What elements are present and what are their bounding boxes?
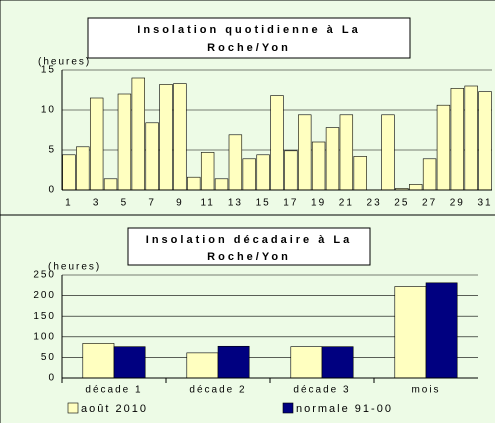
x-tick-label: 19 [311, 198, 326, 209]
x-tick-label: mois [411, 385, 440, 396]
bar [159, 84, 173, 191]
x-tick-label: 9 [176, 198, 184, 209]
bar [321, 346, 354, 379]
x-tick-label: 15 [256, 198, 271, 209]
y-tick-label: 0 [48, 373, 56, 384]
chart-title: Insolation décadaire à La Roche/Yon [146, 234, 352, 263]
bar [256, 154, 270, 191]
x-tick-label: 31 [478, 198, 493, 209]
title-box [127, 227, 371, 266]
bar [89, 97, 104, 191]
x-tick-label: 5 [121, 198, 129, 209]
bar [381, 114, 395, 191]
x-tick-label: 21 [339, 198, 354, 209]
bar [284, 150, 298, 191]
bar [425, 282, 458, 379]
y-tick-label: 50 [41, 352, 56, 363]
bar [117, 93, 132, 191]
y-tick-label: 15 [41, 65, 56, 76]
bar [217, 345, 250, 379]
bar [214, 178, 229, 191]
y-tick-label: 0 [48, 185, 56, 196]
x-tick-label: 23 [367, 198, 382, 209]
x-tick-label: 3 [93, 198, 101, 209]
y-tick-label: 250 [33, 270, 56, 281]
x-tick-label: décade 3 [293, 385, 350, 396]
legend-label: août 2010 [81, 403, 148, 415]
x-tick-label: 1 [65, 198, 73, 209]
y-tick-label: 150 [33, 311, 56, 322]
bar [228, 134, 243, 191]
bar [298, 114, 312, 191]
bar [464, 85, 478, 191]
legend-label: normale 91-00 [296, 403, 393, 415]
bar [242, 158, 256, 191]
legend-swatch [282, 402, 294, 414]
bar [450, 88, 465, 191]
bar [353, 156, 367, 191]
bar [339, 114, 354, 191]
x-tick-label: décade 2 [189, 385, 246, 396]
bar [422, 158, 437, 191]
bar [131, 77, 145, 191]
bar [270, 95, 284, 191]
legend-swatch [67, 402, 79, 414]
x-tick-label: 27 [422, 198, 437, 209]
y-tick-label: 200 [33, 290, 56, 301]
bar [76, 146, 90, 191]
x-tick-label: 25 [394, 198, 409, 209]
bar [173, 83, 187, 191]
bar [82, 343, 115, 379]
x-tick-label: 11 [200, 198, 214, 209]
bar [62, 154, 76, 191]
x-tick-label: 7 [148, 198, 156, 209]
x-tick-label: 29 [450, 198, 465, 209]
title-box [87, 17, 411, 59]
bar [103, 178, 118, 191]
bar [200, 152, 215, 191]
bar [113, 346, 146, 379]
bar [478, 91, 492, 191]
bar [436, 104, 451, 191]
x-tick-label: décade 1 [85, 385, 142, 396]
x-tick-label: 13 [228, 198, 243, 209]
bar [409, 184, 423, 191]
y-axis-label: (heures) [38, 57, 91, 68]
bar [394, 286, 427, 379]
y-axis-label: (heures) [48, 262, 101, 273]
bar [145, 122, 159, 191]
chart-title: Insolation quotidienne à La Roche/Yon [137, 24, 360, 54]
y-tick-label: 10 [41, 105, 56, 116]
y-tick-label: 5 [48, 145, 56, 156]
bar [311, 141, 326, 191]
y-tick-label: 100 [33, 331, 56, 342]
x-tick-label: 17 [283, 198, 298, 209]
bar [187, 176, 201, 191]
bar [186, 352, 219, 379]
bar [325, 127, 340, 191]
bar [290, 346, 323, 379]
